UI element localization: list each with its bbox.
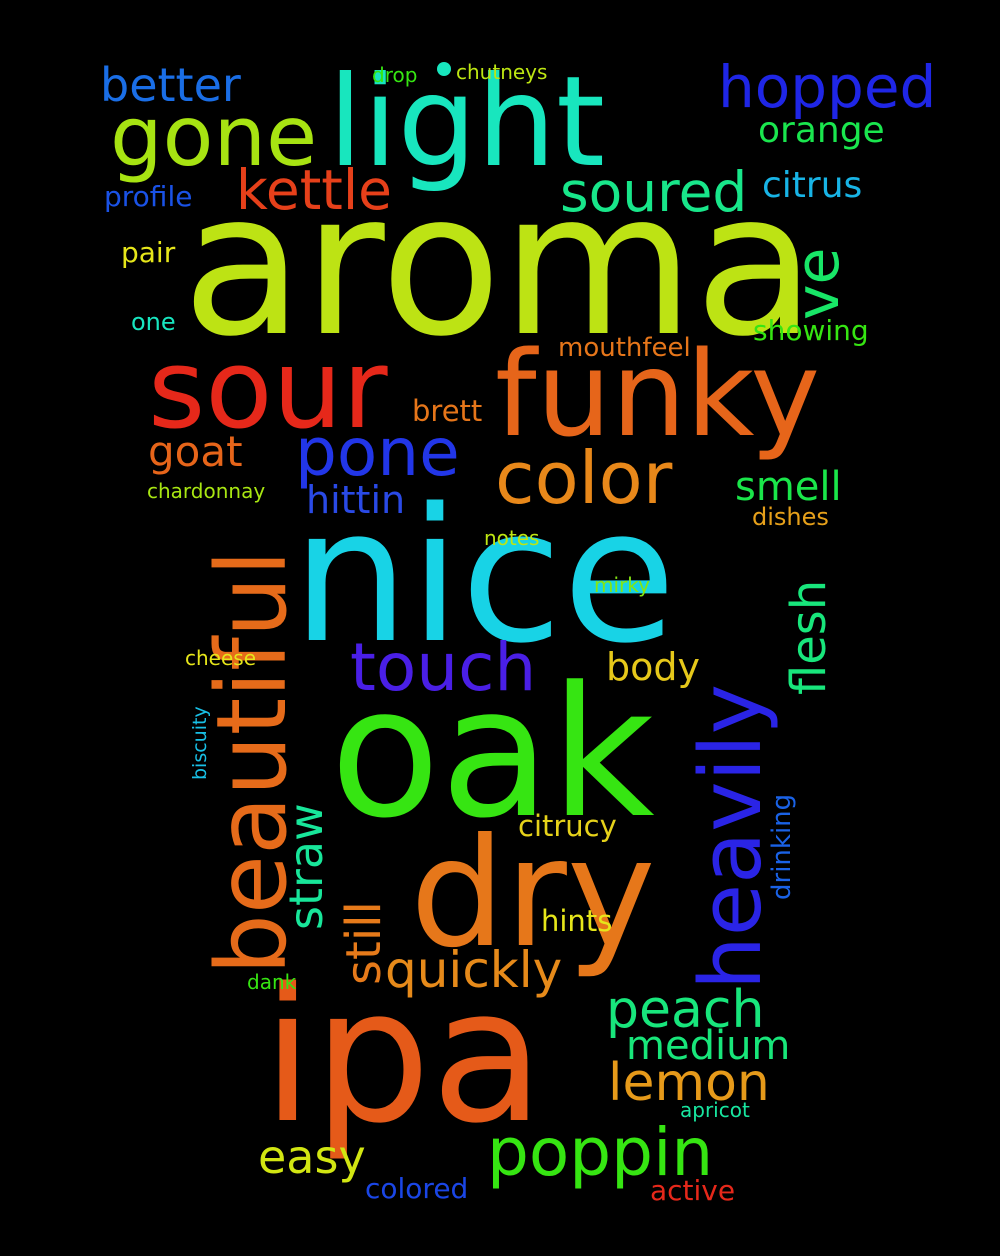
- word-heavily: heavily: [682, 684, 781, 990]
- word-touch: touch: [350, 629, 536, 706]
- word-medium: medium: [626, 1023, 790, 1069]
- word-one: one: [131, 308, 176, 336]
- word-straw: straw: [279, 803, 333, 930]
- word-poppin: poppin: [487, 1114, 713, 1191]
- word-citrucy: citrucy: [518, 809, 617, 843]
- word-cheese: cheese: [185, 646, 256, 670]
- word-mouthfeel: mouthfeel: [558, 333, 691, 363]
- word-dishes: dishes: [752, 503, 829, 531]
- word-beautiful: beautiful: [196, 550, 308, 975]
- word-aroma: aroma: [182, 149, 816, 380]
- word-pair: pair: [121, 236, 176, 269]
- word-chardonnay: chardonnay: [147, 479, 265, 503]
- word-citrus: citrus: [762, 165, 862, 206]
- word-pone: pone: [295, 414, 460, 491]
- word-dry: dry: [410, 807, 656, 981]
- word-hints: hints: [541, 904, 612, 938]
- word-apricot: apricot: [680, 1098, 750, 1122]
- word-kettle: kettle: [236, 158, 392, 222]
- word-hopped: hopped: [718, 53, 936, 121]
- word-ipa: ipa: [262, 948, 544, 1164]
- word-drinking: drinking: [767, 794, 797, 900]
- word-peach: peach: [606, 980, 764, 1040]
- word-quickly: quickly: [385, 941, 562, 999]
- word-colored: colored: [365, 1172, 468, 1205]
- word-hittin: hittin: [306, 478, 405, 522]
- word-easy: easy: [258, 1130, 366, 1184]
- word-oak: oak: [330, 649, 655, 858]
- word-soured: soured: [560, 160, 747, 224]
- word-notes: notes: [484, 526, 539, 550]
- word-better: better: [100, 58, 241, 112]
- word-drop: drop: [372, 63, 417, 87]
- word-still: still: [336, 901, 392, 985]
- word-orange: orange: [758, 110, 885, 151]
- word-smell: smell: [735, 464, 842, 510]
- word-funky: funky: [495, 325, 820, 463]
- word-flesh: flesh: [781, 580, 837, 695]
- word-showing: showing: [753, 314, 869, 347]
- word-body: body: [606, 645, 700, 689]
- word-sour: sour: [148, 325, 388, 453]
- word-lemon: lemon: [608, 1053, 770, 1113]
- word-biscuity: biscuity: [189, 706, 211, 780]
- word-mirky: mirky: [594, 573, 650, 597]
- dot-decoration: [437, 62, 451, 76]
- word-nice: nice: [292, 468, 676, 684]
- word-profile: profile: [104, 180, 192, 213]
- word-brett: brett: [412, 394, 482, 428]
- word-goat: goat: [148, 427, 243, 476]
- word-color: color: [495, 436, 673, 520]
- word-dank: dank: [247, 970, 297, 994]
- word-ve: ve: [783, 248, 853, 320]
- word-light: light: [328, 50, 605, 195]
- word-gone: gone: [110, 88, 317, 185]
- word-chutneys: chutneys: [456, 60, 547, 84]
- word-active: active: [650, 1174, 735, 1207]
